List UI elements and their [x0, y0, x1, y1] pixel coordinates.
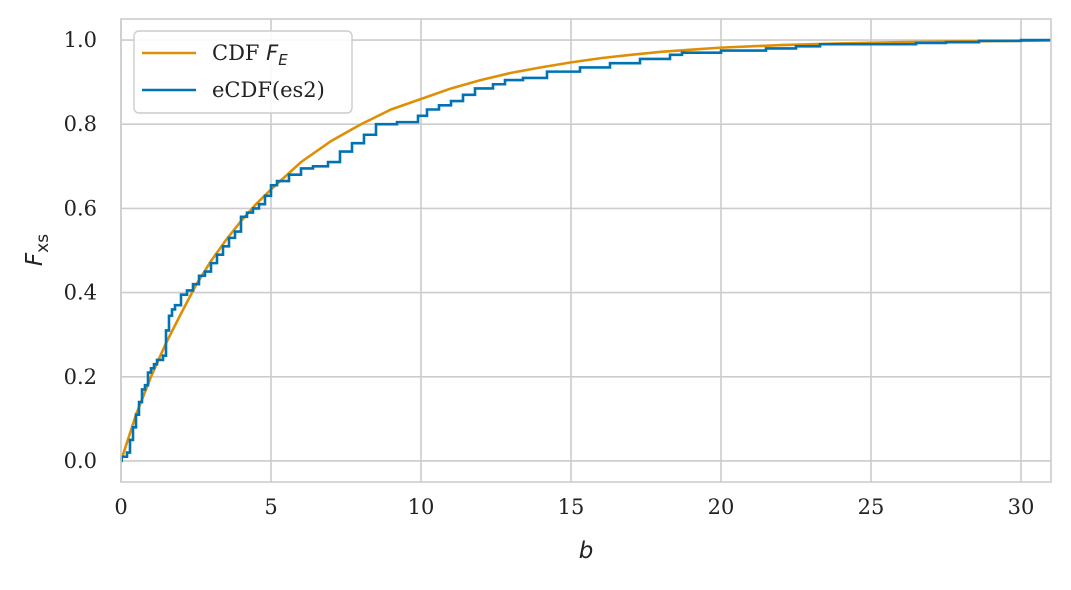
- x-tick-label: 25: [858, 495, 885, 519]
- x-tick-label: 30: [1008, 495, 1035, 519]
- plot-frame: [120, 18, 1052, 483]
- legend-label-math: F: [266, 41, 279, 65]
- x-tick-label: 0: [114, 495, 127, 519]
- x-tick-label: 15: [558, 495, 585, 519]
- legend-box: [133, 30, 353, 114]
- y-tick-label: 0.8: [64, 112, 97, 136]
- x-tick-label: 10: [408, 495, 435, 519]
- axis-labels: b Fxs: [22, 234, 593, 564]
- y-axis-label-subscript: xs: [33, 234, 53, 253]
- x-tick-label: 20: [708, 495, 735, 519]
- x-axis-label: b: [579, 538, 594, 564]
- x-tick-label: 5: [264, 495, 277, 519]
- y-axis-label: Fxs: [22, 234, 53, 266]
- legend: CDF FE eCDF(es2): [133, 30, 353, 114]
- y-tick-label: 1.0: [64, 28, 97, 52]
- legend-label-math-subscript: E: [278, 51, 288, 69]
- y-tick-label: 0.6: [64, 196, 97, 220]
- grid: [120, 19, 1051, 482]
- legend-label: CDF FE: [212, 41, 288, 69]
- y-tick-label: 0.4: [64, 281, 97, 305]
- legend-label: eCDF(es2): [212, 78, 325, 102]
- series-lines: [119, 38, 1052, 463]
- y-tick-label: 0.2: [64, 365, 97, 389]
- tick-labels: 0 5 10 15 20 25 30 0.0 0.2 0.4 0.6 0.8 1.0: [64, 28, 1035, 519]
- ecdf-line: [120, 38, 1051, 463]
- y-tick-label: 0.0: [64, 449, 97, 473]
